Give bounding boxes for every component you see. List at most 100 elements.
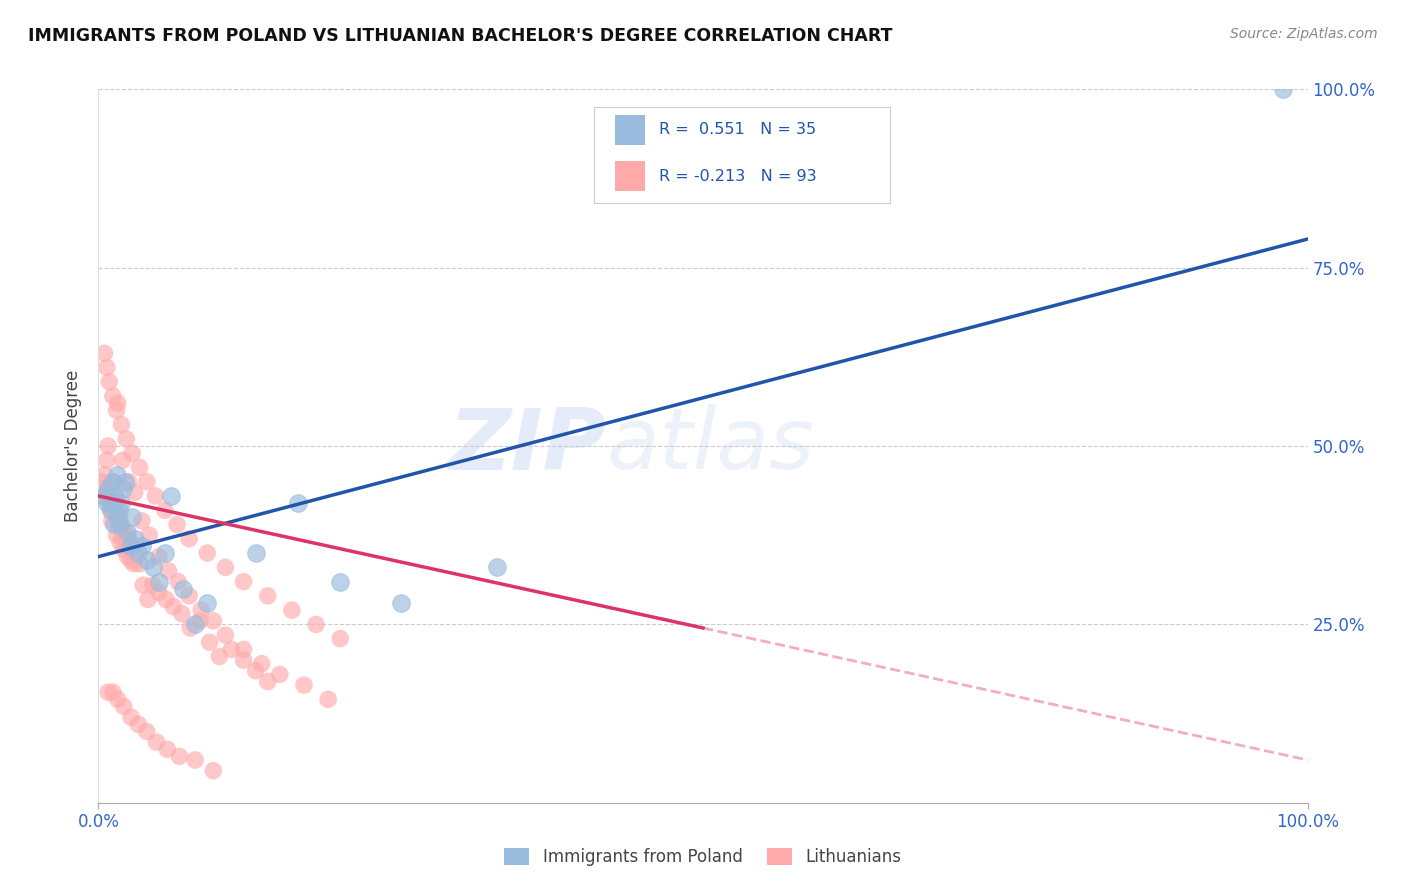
Point bbox=[232, 653, 254, 667]
Point bbox=[127, 546, 149, 560]
Point bbox=[305, 617, 328, 632]
Point bbox=[110, 521, 132, 535]
Point bbox=[127, 717, 149, 731]
Point bbox=[114, 475, 136, 489]
Point bbox=[100, 503, 122, 517]
Point bbox=[148, 585, 170, 599]
Point bbox=[184, 617, 207, 632]
Point bbox=[103, 517, 125, 532]
Point bbox=[160, 489, 183, 503]
Point bbox=[97, 685, 120, 699]
Point bbox=[122, 557, 145, 571]
Point bbox=[245, 546, 267, 560]
Point bbox=[232, 574, 254, 589]
Point bbox=[105, 528, 128, 542]
Point bbox=[166, 517, 188, 532]
Point bbox=[118, 532, 141, 546]
Point bbox=[91, 482, 114, 496]
Point bbox=[97, 482, 120, 496]
Point bbox=[179, 532, 201, 546]
Point bbox=[108, 535, 131, 549]
Point bbox=[142, 578, 165, 592]
Text: atlas: atlas bbox=[606, 404, 814, 488]
Point bbox=[108, 517, 131, 532]
Point bbox=[269, 667, 291, 681]
Point bbox=[170, 607, 193, 621]
Point bbox=[108, 517, 131, 532]
Point bbox=[202, 614, 225, 628]
Point bbox=[114, 524, 136, 539]
Point bbox=[156, 742, 179, 756]
Point bbox=[135, 553, 157, 567]
Point bbox=[250, 657, 273, 671]
Text: R =  0.551   N = 35: R = 0.551 N = 35 bbox=[659, 122, 817, 137]
FancyBboxPatch shape bbox=[614, 115, 645, 145]
Point bbox=[169, 749, 191, 764]
Point bbox=[232, 642, 254, 657]
Point bbox=[155, 592, 177, 607]
Point bbox=[104, 507, 127, 521]
Point bbox=[100, 475, 122, 489]
Point bbox=[214, 628, 236, 642]
Point bbox=[93, 346, 115, 360]
Point bbox=[93, 489, 115, 503]
Point bbox=[111, 453, 134, 467]
Point bbox=[208, 649, 231, 664]
Text: Source: ZipAtlas.com: Source: ZipAtlas.com bbox=[1230, 27, 1378, 41]
Point bbox=[98, 496, 121, 510]
Point bbox=[104, 489, 127, 503]
Point bbox=[117, 549, 139, 564]
Point bbox=[198, 635, 221, 649]
Point bbox=[131, 539, 153, 553]
Point bbox=[245, 664, 267, 678]
Point bbox=[329, 574, 352, 589]
Point bbox=[329, 632, 352, 646]
Point bbox=[162, 599, 184, 614]
Point bbox=[101, 685, 124, 699]
Point bbox=[292, 678, 315, 692]
Point bbox=[287, 496, 309, 510]
Point bbox=[143, 489, 166, 503]
FancyBboxPatch shape bbox=[614, 161, 645, 191]
Point bbox=[256, 674, 278, 689]
Point bbox=[128, 460, 150, 475]
Point bbox=[153, 503, 176, 517]
Point bbox=[157, 564, 180, 578]
Point bbox=[172, 582, 194, 596]
Point bbox=[190, 603, 212, 617]
Point bbox=[486, 560, 509, 574]
Point bbox=[108, 503, 131, 517]
Text: IMMIGRANTS FROM POLAND VS LITHUANIAN BACHELOR'S DEGREE CORRELATION CHART: IMMIGRANTS FROM POLAND VS LITHUANIAN BAC… bbox=[28, 27, 893, 45]
Y-axis label: Bachelor's Degree: Bachelor's Degree bbox=[65, 370, 83, 522]
Point bbox=[148, 549, 170, 564]
Point bbox=[118, 475, 141, 489]
Point bbox=[148, 574, 170, 589]
Point bbox=[132, 578, 155, 592]
Point bbox=[188, 614, 211, 628]
Point bbox=[121, 510, 143, 524]
Point bbox=[96, 453, 118, 467]
Point bbox=[93, 467, 115, 482]
Point bbox=[107, 692, 129, 706]
Point bbox=[101, 496, 124, 510]
Point bbox=[100, 514, 122, 528]
Point bbox=[153, 546, 176, 560]
Point bbox=[125, 539, 148, 553]
Legend: Immigrants from Poland, Lithuanians: Immigrants from Poland, Lithuanians bbox=[505, 847, 901, 866]
Point bbox=[100, 503, 122, 517]
Point bbox=[105, 467, 128, 482]
Point bbox=[112, 699, 135, 714]
Point bbox=[115, 432, 138, 446]
FancyBboxPatch shape bbox=[595, 107, 890, 203]
Point bbox=[145, 735, 167, 749]
Point bbox=[135, 475, 157, 489]
Point bbox=[96, 496, 118, 510]
Point bbox=[214, 560, 236, 574]
Point bbox=[111, 528, 134, 542]
Point bbox=[118, 539, 141, 553]
Point bbox=[107, 396, 129, 410]
Point bbox=[128, 557, 150, 571]
Point bbox=[97, 439, 120, 453]
Point bbox=[120, 710, 142, 724]
Text: R = -0.213   N = 93: R = -0.213 N = 93 bbox=[659, 169, 817, 184]
